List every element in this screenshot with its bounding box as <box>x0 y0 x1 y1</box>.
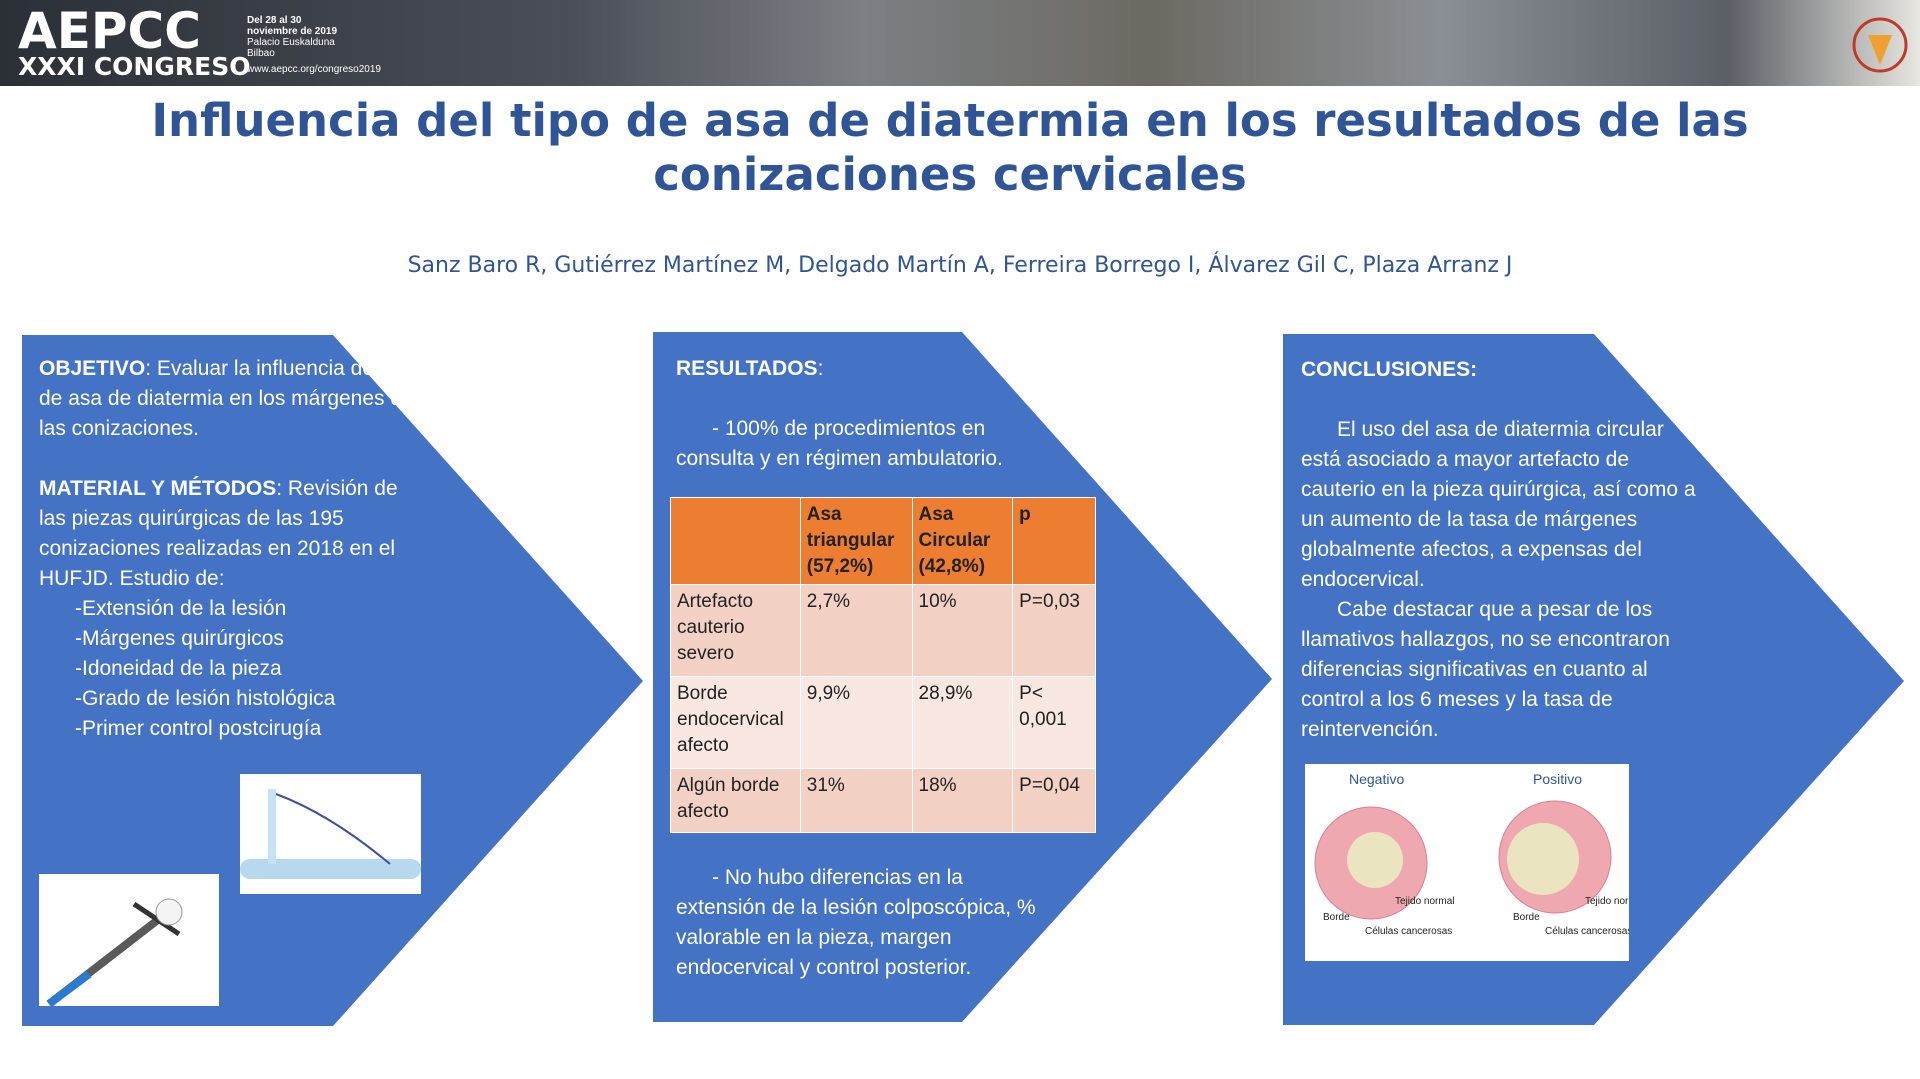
margin-figure: Negativo Positivo Borde Células canceros… <box>1305 764 1629 961</box>
results-text-2: - No hubo diferencias en la extensión de… <box>676 866 1036 979</box>
figure-label: Células cancerosas <box>1365 926 1452 937</box>
logo: AEPCC <box>18 2 201 60</box>
congress: XXXI CONGRESO <box>18 52 251 81</box>
text: : Evaluar la influencia del tipo de asa … <box>39 357 419 440</box>
authors: Sanz Baro R, Gutiérrez Martínez M, Delga… <box>407 253 1513 278</box>
left-text: OBJETIVO: Evaluar la influencia del tipo… <box>39 354 424 744</box>
text: OBJETIVO <box>39 357 146 380</box>
figure-label: Células cancerosas <box>1545 926 1629 937</box>
dates: Del 28 al 30 noviembre de 2019 <box>247 15 337 37</box>
text: 10% <box>911 584 1014 677</box>
text: 31% <box>799 767 913 834</box>
text: Asa Circular (42,8%) <box>911 497 1014 585</box>
text: P=0,04 <box>1012 767 1096 834</box>
text: 18% <box>911 767 1014 834</box>
figure-label: Borde <box>1323 912 1350 923</box>
text: El uso del asa de diatermia circular est… <box>1301 418 1696 591</box>
text: p <box>1012 497 1096 585</box>
text: CONCLUSIONES: <box>1301 358 1478 381</box>
url: www.aepcc.org/congreso2019 <box>247 64 381 75</box>
figure-label: Tejido normal <box>1395 896 1454 907</box>
text: Bilbao <box>247 48 275 59</box>
text: Borde endocervical afecto <box>670 675 801 769</box>
text: -Idoneidad de la pieza <box>75 657 282 680</box>
figure-label: Tejido normal <box>1585 896 1629 907</box>
text: : <box>817 357 824 380</box>
text: P< 0,001 <box>1012 675 1096 769</box>
figure-label: Negativo <box>1349 771 1404 787</box>
text: 28,9% <box>911 675 1014 769</box>
figure-label: Positivo <box>1533 771 1582 787</box>
instrument-image <box>39 874 219 1006</box>
text: 9,9% <box>799 675 913 769</box>
text: RESULTADOS <box>676 357 818 380</box>
text: -Márgenes quirúrgicos <box>75 627 284 650</box>
text: Cabe destacar que a pesar de los llamati… <box>1301 598 1670 741</box>
text: Asa triangular (57,2%) <box>799 497 913 585</box>
text: MATERIAL Y MÉTODOS <box>39 477 277 500</box>
text: -Extensión de la lesión <box>75 597 287 620</box>
text: Artefacto cauterio severo <box>670 584 801 677</box>
text: Palacio Euskalduna <box>247 37 335 48</box>
text: P=0,03 <box>1012 584 1096 677</box>
emblem <box>1852 17 1908 73</box>
results-table: Asa triangular (57,2%) Asa Circular (42,8… <box>670 497 1096 834</box>
conclusions-text: CONCLUSIONES: El uso del asa de diatermi… <box>1301 355 1696 745</box>
title: Influencia del tipo de asa de diatermia … <box>151 94 1749 201</box>
text: 2,7% <box>799 584 913 677</box>
panel-left <box>22 335 643 1026</box>
venue: Palacio Euskalduna Bilbao <box>247 37 335 59</box>
text: -Grado de lesión histológica <box>75 687 336 710</box>
text: : Revisión de las piezas quirúrgicas de … <box>39 477 398 590</box>
instrument-image <box>240 774 421 894</box>
header-banner: AEPCC XXXI CONGRESO Del 28 al 30 noviembr… <box>0 0 1920 86</box>
text: Algún borde afecto <box>670 767 801 834</box>
results-text: RESULTADOS: - 100% de procedimientos en … <box>676 354 1066 474</box>
figure-label: Borde <box>1513 912 1540 923</box>
text: - 100% de procedimientos en consulta y e… <box>676 417 1003 470</box>
text: -Primer control postcirugía <box>75 717 322 740</box>
text: noviembre de 2019 <box>247 26 338 37</box>
text: Del 28 al 30 <box>247 15 302 26</box>
